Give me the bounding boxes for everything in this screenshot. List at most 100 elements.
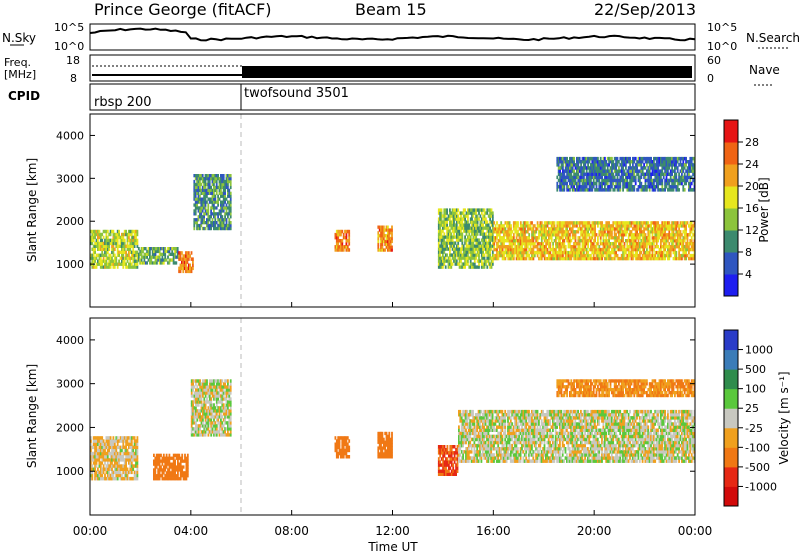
- power-echo-cell: [567, 221, 570, 225]
- power-echo-cell: [222, 200, 225, 204]
- power-echo-cell: [220, 223, 222, 228]
- power-echo-cell: [595, 156, 598, 161]
- power-echo-cell: [571, 247, 574, 252]
- power-echo-cell: [440, 265, 443, 269]
- power-echo-cell: [592, 221, 595, 225]
- power-echo-cell: [199, 200, 201, 204]
- power-echo-cell: [517, 250, 519, 255]
- power-echo-cell: [560, 181, 563, 186]
- power-echo-cell: [669, 188, 672, 192]
- power-echo-cell: [220, 191, 222, 195]
- power-echo-cell: [690, 156, 693, 161]
- power-echo-cell: [616, 169, 619, 173]
- power-echo-cell: [213, 212, 215, 216]
- power-echo-cell: [636, 166, 638, 170]
- power-echo-cell: [142, 249, 144, 254]
- power-echo-cell: [338, 248, 341, 252]
- power-echo-cell: [469, 253, 472, 257]
- velocity-echo-cell: [168, 477, 171, 481]
- power-echo-cell: [625, 239, 627, 243]
- velocity-echo-cell: [115, 436, 118, 440]
- power-echo-cell: [496, 233, 498, 237]
- velocity-echo-cell: [174, 477, 176, 481]
- power-echo-cell: [644, 166, 647, 170]
- velocity-echo-cell: [208, 394, 211, 398]
- power-echo-cell: [496, 253, 498, 258]
- power-echo-cell: [480, 208, 483, 212]
- power-echo-cell: [655, 172, 658, 176]
- velocity-echo-cell: [108, 448, 111, 453]
- power-echo-cell: [585, 236, 588, 240]
- power-echo-cell: [653, 227, 655, 231]
- power-echo-cell: [519, 224, 522, 228]
- power-echo-cell: [518, 256, 521, 261]
- power-echo-cell: [229, 226, 232, 231]
- power-echo-cell: [115, 256, 118, 260]
- power-echo-cell: [507, 253, 510, 258]
- power-echo-cell: [678, 163, 680, 167]
- power-echo-cell: [453, 241, 455, 245]
- power-echo-cell: [206, 194, 208, 198]
- power-echo-cell: [97, 259, 99, 263]
- power-echo-cell: [626, 178, 629, 183]
- power-echo-cell: [619, 178, 622, 183]
- power-echo-cell: [440, 256, 443, 260]
- power-echo-cell: [449, 244, 451, 248]
- velocity-echo-cell: [95, 442, 98, 446]
- power-echo-cell: [501, 247, 504, 252]
- power-echo-cell: [602, 163, 605, 167]
- power-echo-cell: [590, 188, 592, 192]
- power-echo-cell: [661, 185, 664, 189]
- power-echo-cell: [672, 178, 675, 183]
- power-echo-cell: [563, 242, 566, 246]
- power-echo-cell: [616, 224, 619, 228]
- velocity-echo-cell: [108, 467, 111, 471]
- velocity-echo-cell: [132, 464, 135, 468]
- power-echo-cell: [454, 223, 457, 227]
- power-echo-cell: [563, 256, 566, 261]
- power-echo-cell: [225, 185, 228, 190]
- power-echo-cell: [522, 247, 525, 252]
- power-echo-cell: [98, 241, 101, 246]
- power-echo-cell: [566, 163, 568, 167]
- power-echo-cell: [578, 181, 581, 186]
- power-echo-cell: [682, 169, 685, 173]
- power-echo-cell: [471, 217, 473, 221]
- power-echo-cell: [478, 226, 480, 230]
- power-echo-cell: [590, 256, 592, 261]
- velocity-echo-cell: [95, 439, 98, 443]
- power-echo-cell: [606, 221, 609, 225]
- power-echo-cell: [545, 245, 547, 249]
- power-echo-cell: [482, 214, 484, 218]
- power-echo-cell: [674, 236, 676, 240]
- power-echo-cell: [123, 247, 126, 251]
- power-echo-cell: [588, 166, 591, 170]
- power-echo-cell: [552, 245, 554, 249]
- power-echo-cell: [479, 247, 482, 251]
- power-echo-cell: [485, 235, 487, 239]
- power-echo-cell: [130, 262, 133, 266]
- power-echo-cell: [203, 226, 205, 231]
- velocity-echo-cell: [116, 464, 119, 468]
- power-echo-cell: [653, 181, 655, 186]
- power-echo-cell: [557, 172, 560, 176]
- power-echo-cell: [440, 229, 443, 233]
- power-echo-cell: [647, 169, 650, 173]
- power-echo-cell: [108, 262, 111, 266]
- power-echo-cell: [599, 247, 602, 252]
- power-echo-cell: [559, 166, 561, 170]
- velocity-echo-cell: [99, 445, 102, 450]
- power-ytick-label: 2000: [56, 215, 84, 228]
- power-echo-cell: [556, 185, 559, 189]
- power-echo-cell: [584, 181, 587, 186]
- velocity-echo-cell: [199, 427, 201, 431]
- power-echo-cell: [577, 230, 580, 234]
- power-echo-cell: [669, 172, 672, 176]
- power-echo-cell: [660, 239, 662, 243]
- power-echo-cell: [594, 233, 596, 237]
- power-echo-cell: [644, 239, 647, 243]
- power-echo-cell: [204, 226, 207, 231]
- power-echo-cell: [650, 227, 652, 231]
- power-echo-cell: [228, 188, 231, 192]
- velocity-echo-cell: [196, 400, 199, 404]
